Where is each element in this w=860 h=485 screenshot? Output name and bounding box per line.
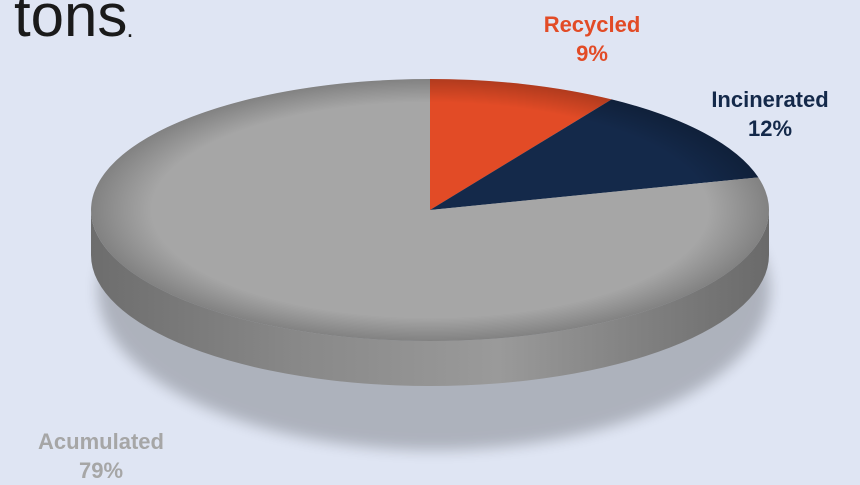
- label-recycled-name: Recycled: [522, 10, 662, 39]
- label-incinerated-value: 12%: [690, 114, 850, 143]
- label-recycled: Recycled 9%: [522, 10, 662, 68]
- label-incinerated: Incinerated 12%: [690, 85, 850, 143]
- label-acumulated-value: 79%: [10, 456, 192, 485]
- label-acumulated-name: Acumulated: [10, 427, 192, 456]
- label-acumulated: Acumulated 79%: [10, 427, 192, 485]
- label-incinerated-name: Incinerated: [690, 85, 850, 114]
- label-recycled-value: 9%: [522, 39, 662, 68]
